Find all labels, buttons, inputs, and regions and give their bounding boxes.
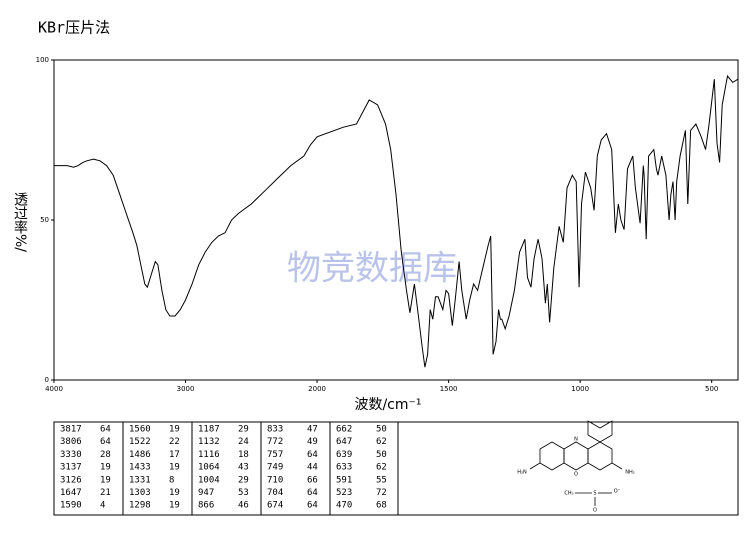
peak-wavenumber: 1590 (60, 501, 82, 511)
peak-wavenumber: 3330 (60, 450, 82, 460)
peak-transmittance: 29 (238, 475, 249, 485)
peak-transmittance: 19 (169, 488, 180, 498)
peak-transmittance: 50 (376, 450, 387, 460)
peak-wavenumber: 1303 (129, 488, 151, 498)
structure-label: NH₂ (625, 470, 635, 476)
peak-transmittance: 62 (376, 463, 387, 473)
peak-transmittance: 4 (100, 501, 105, 511)
peak-transmittance: 19 (100, 475, 111, 485)
peak-transmittance: 29 (238, 425, 249, 435)
peak-wavenumber: 772 (267, 437, 283, 447)
peak-transmittance: 19 (100, 463, 111, 473)
peak-wavenumber: 662 (336, 425, 352, 435)
peak-wavenumber: 633 (336, 463, 352, 473)
peak-transmittance: 49 (307, 437, 318, 447)
peak-wavenumber: 3137 (60, 463, 82, 473)
peak-transmittance: 68 (376, 501, 387, 511)
peak-wavenumber: 523 (336, 488, 352, 498)
peak-transmittance: 28 (100, 450, 111, 460)
peak-wavenumber: 3806 (60, 437, 82, 447)
peak-wavenumber: 1004 (198, 475, 220, 485)
peak-transmittance: 24 (238, 437, 249, 447)
structure (529, 420, 623, 506)
peak-wavenumber: 647 (336, 437, 352, 447)
x-tick-label: 2000 (308, 385, 326, 393)
x-tick-label: 1500 (440, 385, 458, 393)
peak-transmittance: 17 (169, 450, 180, 460)
peak-transmittance: 43 (238, 463, 249, 473)
y-tick-label: 0 (45, 376, 49, 384)
structure-label: H₂N (517, 470, 527, 476)
peak-wavenumber: 1647 (60, 488, 82, 498)
x-tick-label: 500 (705, 385, 718, 393)
peak-transmittance: 66 (307, 475, 318, 485)
peak-wavenumber: 591 (336, 475, 352, 485)
x-tick-label: 3000 (177, 385, 195, 393)
spectrum-line (54, 74, 739, 368)
structure-label: O (593, 508, 597, 514)
peak-transmittance: 64 (100, 437, 111, 447)
structure-label: S (593, 491, 596, 497)
peak-transmittance: 62 (376, 437, 387, 447)
structure-label: O⁻ (614, 489, 621, 495)
structure-label: CH₃ (564, 491, 573, 497)
peak-transmittance: 64 (307, 450, 318, 460)
peak-wavenumber: 1522 (129, 437, 151, 447)
peak-transmittance: 64 (307, 501, 318, 511)
structure-label: O (574, 472, 578, 478)
peak-wavenumber: 1331 (129, 475, 151, 485)
peak-wavenumber: 1064 (198, 463, 220, 473)
peak-transmittance: 19 (169, 501, 180, 511)
peak-wavenumber: 1132 (198, 437, 220, 447)
peak-transmittance: 44 (307, 463, 318, 473)
watermark: 物竞数据库 (287, 249, 457, 289)
peak-transmittance: 64 (100, 425, 111, 435)
peak-wavenumber: 866 (198, 501, 214, 511)
chart-title: KBr压片法 (38, 19, 110, 37)
peak-transmittance: 72 (376, 488, 387, 498)
peak-transmittance: 22 (169, 437, 180, 447)
x-tick-label: 1000 (571, 385, 589, 393)
y-tick-label: 100 (36, 56, 49, 64)
peak-wavenumber: 1560 (129, 425, 151, 435)
peak-transmittance: 46 (238, 501, 249, 511)
peak-wavenumber: 639 (336, 450, 352, 460)
peak-wavenumber: 757 (267, 450, 283, 460)
y-axis-label: 透过率%/ (12, 192, 28, 252)
peak-transmittance: 19 (169, 463, 180, 473)
peak-transmittance: 18 (238, 450, 249, 460)
peak-wavenumber: 1298 (129, 501, 151, 511)
peak-transmittance: 50 (376, 425, 387, 435)
peak-wavenumber: 1486 (129, 450, 151, 460)
structure-label: N (574, 437, 578, 443)
peak-wavenumber: 749 (267, 463, 283, 473)
plot-frame (53, 59, 739, 381)
peak-wavenumber: 947 (198, 488, 214, 498)
x-tick-label: 4000 (45, 385, 63, 393)
table-frame (53, 421, 739, 516)
peak-transmittance: 19 (169, 425, 180, 435)
peak-wavenumber: 704 (267, 488, 283, 498)
peak-wavenumber: 833 (267, 425, 283, 435)
peak-transmittance: 55 (376, 475, 387, 485)
peak-transmittance: 64 (307, 488, 318, 498)
x-axis-label: 波数/cm⁻¹ (354, 397, 421, 413)
peak-transmittance: 53 (238, 488, 249, 498)
peak-wavenumber: 1116 (198, 450, 220, 460)
peak-wavenumber: 1433 (129, 463, 151, 473)
peak-transmittance: 8 (169, 475, 174, 485)
peak-wavenumber: 470 (336, 501, 352, 511)
peak-wavenumber: 674 (267, 501, 283, 511)
peak-wavenumber: 1187 (198, 425, 220, 435)
peak-wavenumber: 710 (267, 475, 283, 485)
peak-wavenumber: 3126 (60, 475, 82, 485)
peak-transmittance: 21 (100, 488, 111, 498)
peak-wavenumber: 3817 (60, 425, 82, 435)
peak-transmittance: 47 (307, 425, 318, 435)
y-tick-label: 50 (40, 216, 49, 224)
